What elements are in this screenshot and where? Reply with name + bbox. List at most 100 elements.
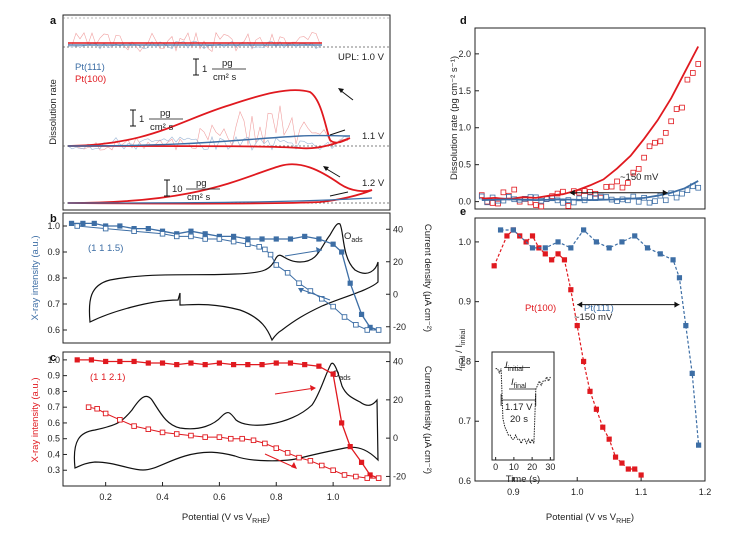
panel-c-ylabel-right: Current density (μA cm⁻²) <box>422 366 433 474</box>
e-pt100-point <box>574 322 580 329</box>
d-pt100-point <box>695 61 702 67</box>
b-ytick-left-label: 0.6 <box>47 325 60 335</box>
e-pt111-point <box>644 245 651 251</box>
d-pt100-point <box>554 190 561 197</box>
e-pt111-point <box>510 227 516 233</box>
c-xtick-label: 1.0 <box>327 492 340 502</box>
c-xray-forward-point <box>347 443 353 450</box>
b-xray-backward-point <box>188 233 194 240</box>
e-pt100-point <box>606 436 612 442</box>
d-pt100-point <box>478 192 485 198</box>
a-arrow-1-head <box>338 88 344 93</box>
b-xray-backward-point <box>296 280 302 286</box>
inset-xtick-label: 20 <box>527 462 537 472</box>
d-pt100-point <box>635 166 642 172</box>
scale-bar-1-unit-num: pg <box>222 58 233 69</box>
d-pt111-point <box>673 194 680 201</box>
e-pt111-point <box>619 239 625 245</box>
e-pt111-point <box>581 227 587 233</box>
scale-bar-2: 1 pg cm² s <box>130 108 183 133</box>
c-xray-forward-point <box>103 358 109 365</box>
d-pt100-point <box>587 189 593 195</box>
e-pt100-point <box>491 263 497 269</box>
e-pt100-point <box>581 358 587 365</box>
b-xray-forward-point <box>188 228 194 234</box>
c-xray-backward-point <box>307 458 314 464</box>
b-xray-forward-point <box>330 241 336 247</box>
d-pt111-point <box>695 184 702 191</box>
c-xtick-label: 0.6 <box>213 492 226 502</box>
b-xray-forward-point <box>259 236 265 242</box>
c-xray-forward-point <box>174 362 180 368</box>
d-pt100-point <box>581 188 588 194</box>
d-pt111-point <box>679 190 685 197</box>
d-pt111-point <box>646 199 653 206</box>
c-xray-backward-point <box>216 434 223 440</box>
inset-xtick-label: 10 <box>509 462 519 472</box>
panel-c-label: c <box>50 352 56 364</box>
e-ytick-label: 0.9 <box>458 297 471 307</box>
c-xray-forward-point <box>202 362 208 368</box>
c-xray-forward-point <box>131 358 137 365</box>
c-xray-backward-point <box>202 434 208 440</box>
c-xray-backward-point <box>319 462 325 469</box>
series-label-pt111: Pt(111) <box>584 303 614 314</box>
d-pt100-point <box>673 106 680 112</box>
b-ytick-right-label: 40 <box>393 224 403 234</box>
b-xray-backward-point <box>131 228 137 234</box>
b-xray-forward-point <box>80 220 86 226</box>
d-pt100-point <box>662 130 669 136</box>
d-pt111-point <box>652 198 658 204</box>
d-pt111-point <box>570 199 577 206</box>
annotation-upl-1-2: 1.2 V <box>362 178 385 189</box>
e-pt100-point <box>587 388 593 394</box>
b-xray-backward-point <box>375 327 382 333</box>
d-pt111-point <box>522 195 528 202</box>
a-arrow-2-head <box>323 166 329 171</box>
c-xray-forward-point <box>145 360 151 366</box>
d-ytick-label: 2.0 <box>458 49 471 59</box>
panel-b: b X-ray intensity (a.u.) Current density… <box>30 212 433 344</box>
panel-e: e Ifinal / Iinitial Pt(100) Pt(111) ~150… <box>454 206 711 525</box>
c-xray-forward-point <box>159 360 166 366</box>
inset-xtick-label: 0 <box>493 462 498 472</box>
b-xray-forward-point <box>358 311 365 317</box>
e-ytick-label: 0.8 <box>458 356 471 366</box>
c-ytick-left-label: 1.0 <box>47 355 60 365</box>
panel-a-ylabel: Dissolution rate <box>48 79 59 144</box>
a-trace-upl10-pt111-raw <box>67 40 321 50</box>
c-xray-backward-point <box>117 417 123 423</box>
a-trace-upl11-pt111 <box>67 134 351 147</box>
c-xray-backward-point <box>375 475 382 481</box>
c-ytick-left-label: 0.5 <box>47 434 60 444</box>
e-pt100-point <box>638 472 644 478</box>
d-ytick-label: 0.5 <box>458 160 471 170</box>
d-ytick-label: 0.0 <box>458 197 471 207</box>
a-trace-upl11-pt111-raw <box>67 135 349 151</box>
c-xray-forward-point <box>339 420 345 426</box>
panel-d-label: d <box>460 15 467 27</box>
d-pt111-point <box>635 198 642 205</box>
panel-b-ylabel-left: X-ray intensity (a.u.) <box>30 236 41 321</box>
e-pt111-point <box>676 275 683 281</box>
panel-c-xlabel: Potential (V vs VRHE) <box>182 512 270 525</box>
d-pt111-point <box>587 194 593 201</box>
b-xray-forward-point <box>145 226 151 232</box>
c-xray-forward-point <box>74 357 80 363</box>
b-xray-forward-point <box>68 220 75 226</box>
b-xray-forward-point <box>302 233 308 239</box>
e-pt100-point <box>549 257 555 263</box>
d-pt111-point <box>625 197 631 204</box>
b-xray-backward-point <box>245 241 251 247</box>
c-xray-backward-point <box>262 440 268 447</box>
a-arrow-3 <box>329 129 346 136</box>
b-arrow-backward <box>299 288 331 301</box>
b-xray-forward-point <box>202 231 208 237</box>
d-pt100-point <box>495 200 501 207</box>
c-xray-backward-point <box>250 437 257 444</box>
b-xray-backward-point <box>74 223 80 229</box>
e-pt100-point <box>632 466 638 472</box>
c-xray-forward-point <box>188 360 194 366</box>
b-xray-forward-line <box>71 222 379 331</box>
c-xray-backward-point <box>228 435 234 442</box>
